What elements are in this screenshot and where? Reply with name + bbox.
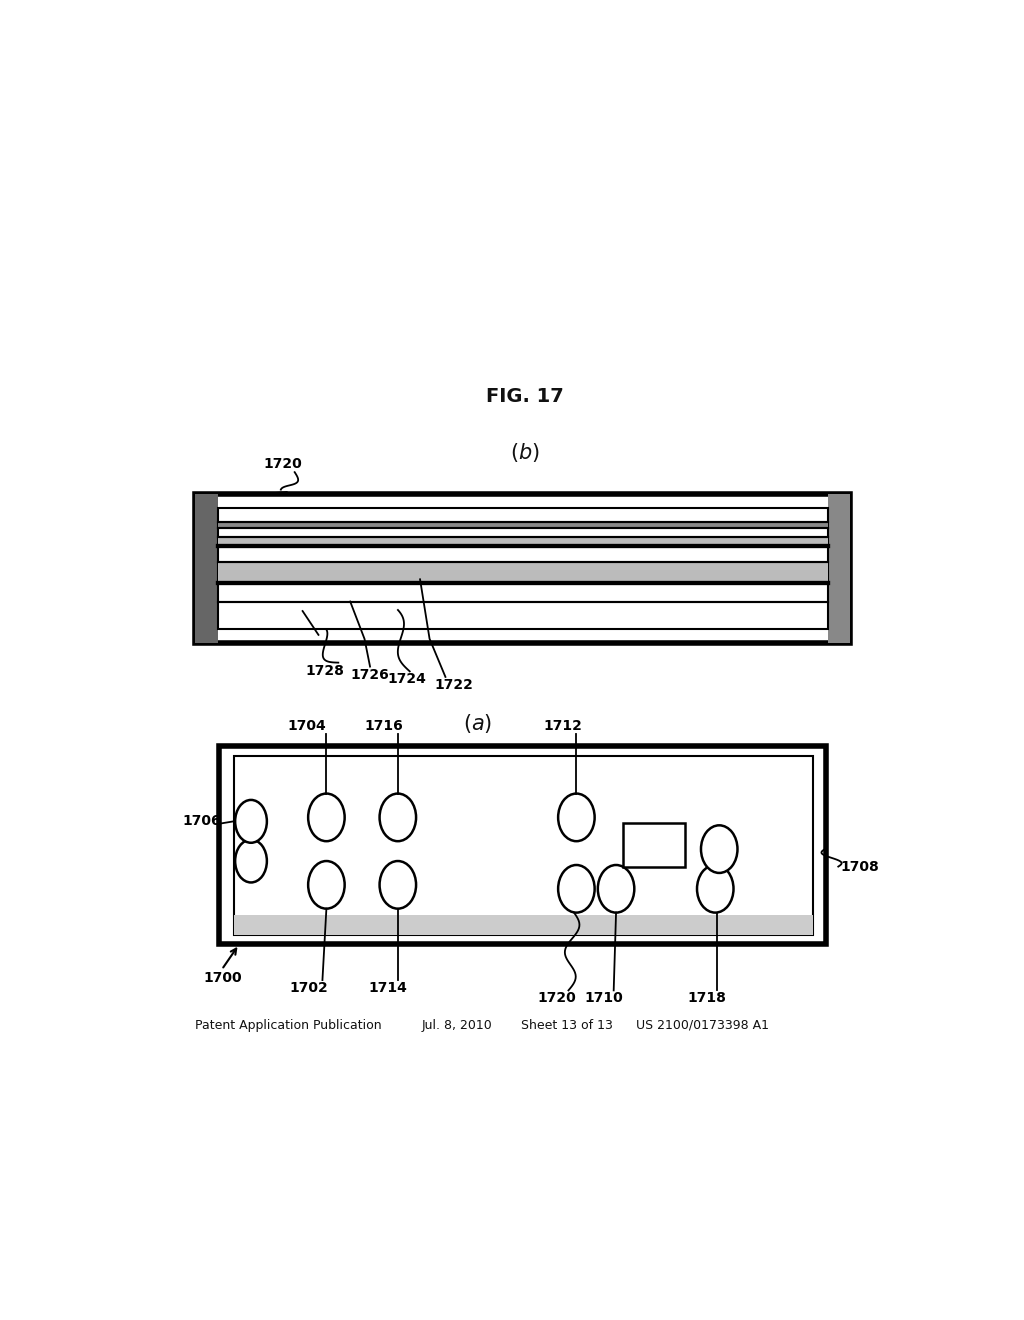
Text: 1712: 1712 xyxy=(544,719,583,733)
Text: 1706: 1706 xyxy=(182,814,220,829)
Ellipse shape xyxy=(236,840,267,883)
Text: 1720: 1720 xyxy=(263,457,302,471)
Bar xyxy=(218,523,828,528)
Ellipse shape xyxy=(308,793,345,841)
Text: 1724: 1724 xyxy=(388,672,427,686)
Ellipse shape xyxy=(697,865,733,912)
Text: 1714: 1714 xyxy=(369,981,408,995)
Text: Patent Application Publication: Patent Application Publication xyxy=(196,1019,382,1032)
Text: $\bf{\mathit{(a)}}$: $\bf{\mathit{(a)}}$ xyxy=(463,713,492,735)
Ellipse shape xyxy=(308,861,345,908)
Text: Sheet 13 of 13: Sheet 13 of 13 xyxy=(521,1019,612,1032)
Ellipse shape xyxy=(236,800,267,842)
Bar xyxy=(196,494,850,643)
Text: 1700: 1700 xyxy=(204,970,242,985)
Text: $\bf{\mathit{(b)}}$: $\bf{\mathit{(b)}}$ xyxy=(510,441,540,463)
Text: Jul. 8, 2010: Jul. 8, 2010 xyxy=(422,1019,493,1032)
Bar xyxy=(828,494,850,643)
Ellipse shape xyxy=(701,825,737,873)
Ellipse shape xyxy=(380,793,416,841)
Text: 1704: 1704 xyxy=(287,719,326,733)
Ellipse shape xyxy=(598,865,634,912)
Text: 1720: 1720 xyxy=(538,991,575,1006)
Text: 1716: 1716 xyxy=(365,719,402,733)
Bar xyxy=(196,494,218,643)
Text: 1708: 1708 xyxy=(841,859,880,874)
Ellipse shape xyxy=(380,861,416,908)
Bar xyxy=(233,756,813,935)
Text: 1718: 1718 xyxy=(688,991,727,1006)
Ellipse shape xyxy=(558,865,595,912)
Text: 1726: 1726 xyxy=(350,668,389,681)
Bar xyxy=(218,508,828,628)
Bar xyxy=(218,562,828,582)
Text: US 2100/0173398 A1: US 2100/0173398 A1 xyxy=(636,1019,769,1032)
Text: 1702: 1702 xyxy=(290,981,329,995)
Ellipse shape xyxy=(558,793,595,841)
Text: 1728: 1728 xyxy=(305,664,344,677)
Bar xyxy=(624,822,685,867)
Bar xyxy=(219,746,826,944)
Bar xyxy=(218,537,828,546)
Bar xyxy=(233,915,813,935)
Text: 1710: 1710 xyxy=(585,991,624,1006)
Text: 1722: 1722 xyxy=(434,678,473,692)
Text: FIG. 17: FIG. 17 xyxy=(486,387,563,407)
